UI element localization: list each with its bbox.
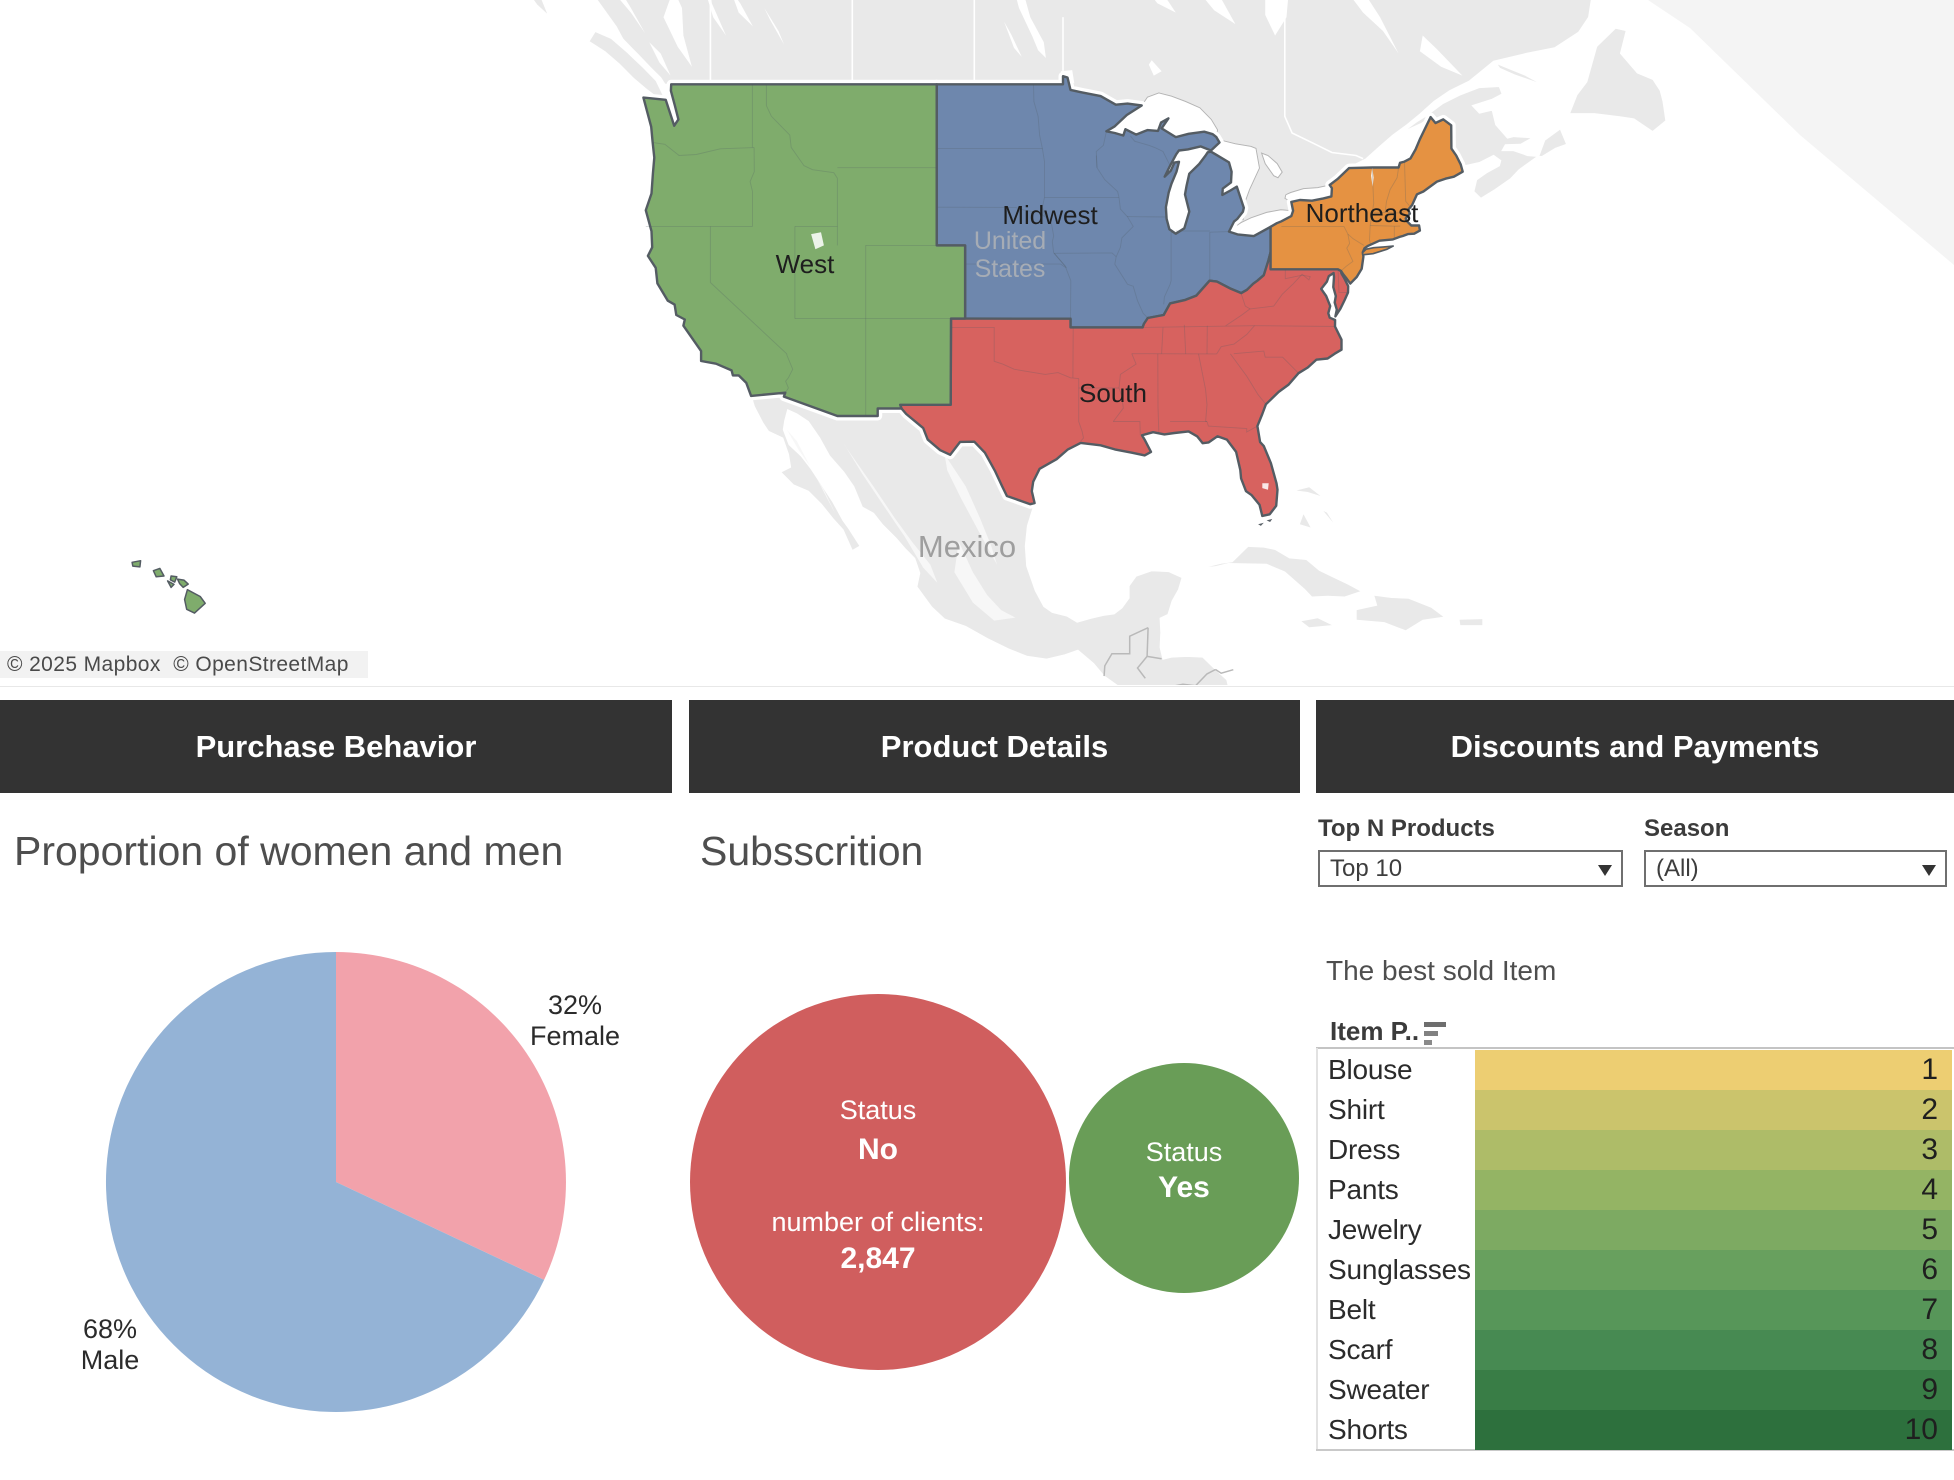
svg-text:number of clients:: number of clients:: [771, 1207, 984, 1237]
svg-text:United: United: [974, 227, 1046, 255]
svg-text:Status: Status: [840, 1095, 917, 1125]
svg-text:2,847: 2,847: [840, 1242, 915, 1275]
svg-text:Mexico: Mexico: [918, 529, 1016, 564]
svg-text:Status: Status: [1146, 1137, 1223, 1167]
svg-text:Midwest: Midwest: [1002, 200, 1098, 230]
svg-text:States: States: [975, 255, 1046, 283]
svg-text:No: No: [858, 1133, 898, 1166]
svg-text:South: South: [1079, 378, 1147, 408]
svg-text:West: West: [776, 249, 836, 279]
svg-text:Northeast: Northeast: [1306, 198, 1419, 228]
svg-text:Yes: Yes: [1158, 1171, 1210, 1204]
